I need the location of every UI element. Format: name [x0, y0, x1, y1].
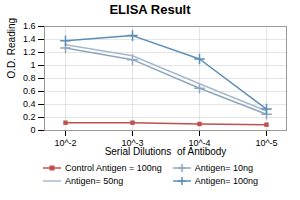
svg-text:10^-5: 10^-5	[255, 138, 277, 148]
svg-text:10^-4: 10^-4	[188, 137, 211, 148]
html-text:Antigen= 100ng: Antigen= 100ng	[194, 176, 259, 186]
html-text:Antigen= 50ng: Antigen= 50ng	[64, 176, 124, 186]
svg-text:1.6: 1.6	[23, 21, 36, 31]
svg-text:1.4: 1.4	[23, 34, 36, 44]
svg-text:1: 1	[30, 60, 35, 70]
svg-text:Serial Dilutions of Antibody: Serial Dilutions of Antibody	[105, 146, 227, 157]
svg-text:0: 0	[30, 125, 35, 135]
svg-text:10^-2: 10^-2	[54, 138, 76, 148]
svg-text:0.2: 0.2	[23, 112, 36, 122]
html-text:Antigen= 10ng: Antigen= 10ng	[194, 163, 254, 173]
svg-text:1.2: 1.2	[23, 47, 36, 57]
svg-text:0.6: 0.6	[23, 86, 36, 96]
html-text:ELISA Result: ELISA Result	[109, 2, 191, 17]
svg-text:0.4: 0.4	[23, 99, 36, 109]
svg-text:O.D. Reading: O.D. Reading	[6, 18, 17, 79]
svg-text:0.8: 0.8	[23, 73, 36, 83]
html-text:Control Antigen = 100ng: Control Antigen = 100ng	[64, 163, 162, 173]
svg-text:10^-3: 10^-3	[121, 137, 144, 148]
